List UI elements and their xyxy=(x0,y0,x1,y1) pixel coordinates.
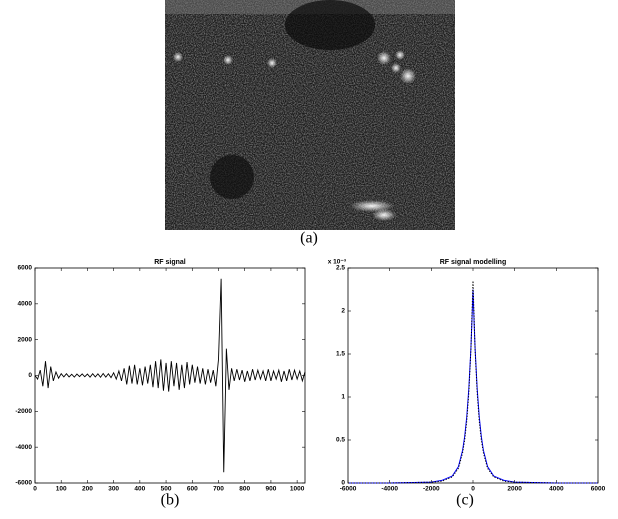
x-tick-label: 100 xyxy=(56,486,67,493)
x-tick-label: 1000 xyxy=(290,486,305,493)
x-tick-label: 4000 xyxy=(549,486,564,493)
x-tick-label: 900 xyxy=(265,486,276,493)
x-tick-label: -4000 xyxy=(381,486,398,493)
y-tick-label: 2000 xyxy=(18,336,33,343)
x-tick-label: 0 xyxy=(471,486,475,493)
image-caption: (a) xyxy=(300,230,318,247)
y-tick-label: 2.5 xyxy=(336,265,345,272)
y-tick-label: 2 xyxy=(341,308,345,315)
x-tick-label: 400 xyxy=(134,486,145,493)
x-tick-label: 0 xyxy=(33,486,37,493)
x-tick-label: 6000 xyxy=(591,486,606,493)
x-tick-label: 500 xyxy=(161,486,172,493)
ultrasound-image xyxy=(165,0,455,230)
y-tick-label: -6000 xyxy=(15,480,32,487)
y-tick-label: 1.5 xyxy=(336,351,345,358)
x-tick-label: 700 xyxy=(213,486,224,493)
data-line xyxy=(34,278,306,473)
y-tick-label: 0.5 xyxy=(336,437,345,444)
y-tick-label: 0 xyxy=(28,372,32,379)
x-tick-label: 300 xyxy=(108,486,119,493)
x-tick-label: 200 xyxy=(82,486,93,493)
x-tick-label: -2000 xyxy=(423,486,440,493)
y-tick-label: -4000 xyxy=(15,444,32,451)
y-tick-label: -2000 xyxy=(15,408,32,415)
chart-caption: (c) xyxy=(456,492,474,509)
y-tick-label: 1 xyxy=(341,394,345,401)
x-tick-label: -6000 xyxy=(340,486,357,493)
x-tick-label: 2000 xyxy=(507,486,522,493)
y-tick-label: 6000 xyxy=(18,265,33,272)
y-multiplier: x 10⁻³ xyxy=(328,259,347,266)
chart-title: RF signal modelling xyxy=(440,259,507,266)
chart-caption: (b) xyxy=(161,492,180,509)
chart-title: RF signal xyxy=(154,259,186,266)
y-tick-label: 4000 xyxy=(18,301,33,308)
y-tick-label: 0 xyxy=(341,480,345,487)
x-tick-label: 600 xyxy=(187,486,198,493)
data-line xyxy=(348,289,598,484)
x-tick-label: 800 xyxy=(239,486,250,493)
